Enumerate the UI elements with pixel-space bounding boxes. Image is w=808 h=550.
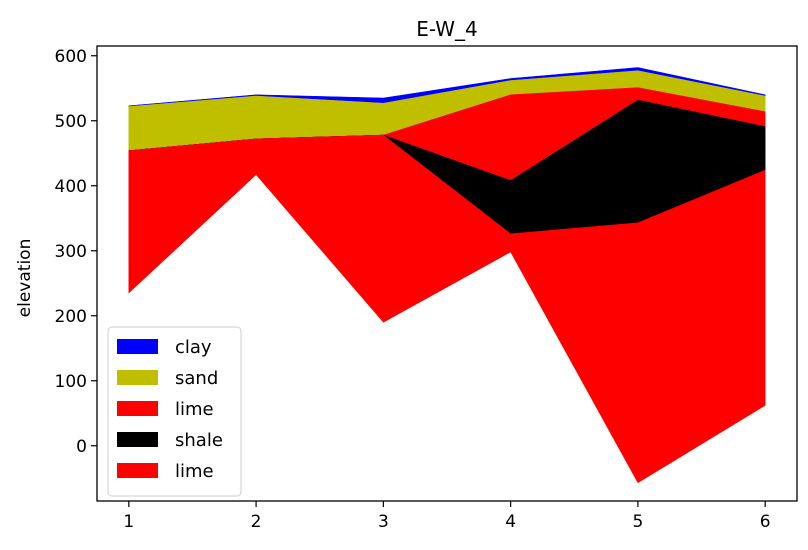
x-tick-label: 5 [632, 512, 643, 532]
y-tick-label: 200 [55, 307, 87, 327]
x-tick-label: 6 [760, 512, 771, 532]
legend-label-sand: sand [175, 368, 218, 389]
x-tick-label: 2 [251, 512, 262, 532]
y-tick-label: 300 [55, 242, 87, 262]
x-tick-label: 1 [123, 512, 134, 532]
area-lime-5 [128, 134, 766, 484]
y-axis-title: elevation [15, 239, 35, 318]
legend-label-lime: lime [175, 461, 214, 482]
y-tick-label: 0 [76, 437, 87, 457]
y-tick-label: 500 [55, 112, 87, 132]
y-tick-label: 600 [55, 47, 87, 67]
legend-swatch-lime [117, 401, 158, 416]
y-tick-label: 100 [55, 372, 87, 392]
legend-label-clay: clay [175, 337, 212, 358]
legend-box [107, 326, 242, 497]
legend-swatch-clay [117, 339, 158, 354]
chart-title: E-W_4 [416, 17, 478, 41]
x-axis: 1 2 3 4 5 6 [123, 501, 771, 532]
legend-label-shale: shale [175, 430, 223, 451]
y-axis: 0 100 200 300 400 500 600 [55, 47, 97, 457]
x-tick-label: 4 [505, 512, 516, 532]
legend-swatch-shale [117, 432, 158, 447]
y-tick-label: 400 [55, 177, 87, 197]
legend: clay sand lime shale lime [107, 326, 242, 497]
legend-label-lime: lime [175, 399, 214, 420]
legend-swatch-sand [117, 370, 158, 385]
legend-swatch-lime [117, 463, 158, 478]
plot-area [128, 67, 766, 484]
x-tick-label: 3 [378, 512, 389, 532]
plot-frame [96, 45, 798, 502]
